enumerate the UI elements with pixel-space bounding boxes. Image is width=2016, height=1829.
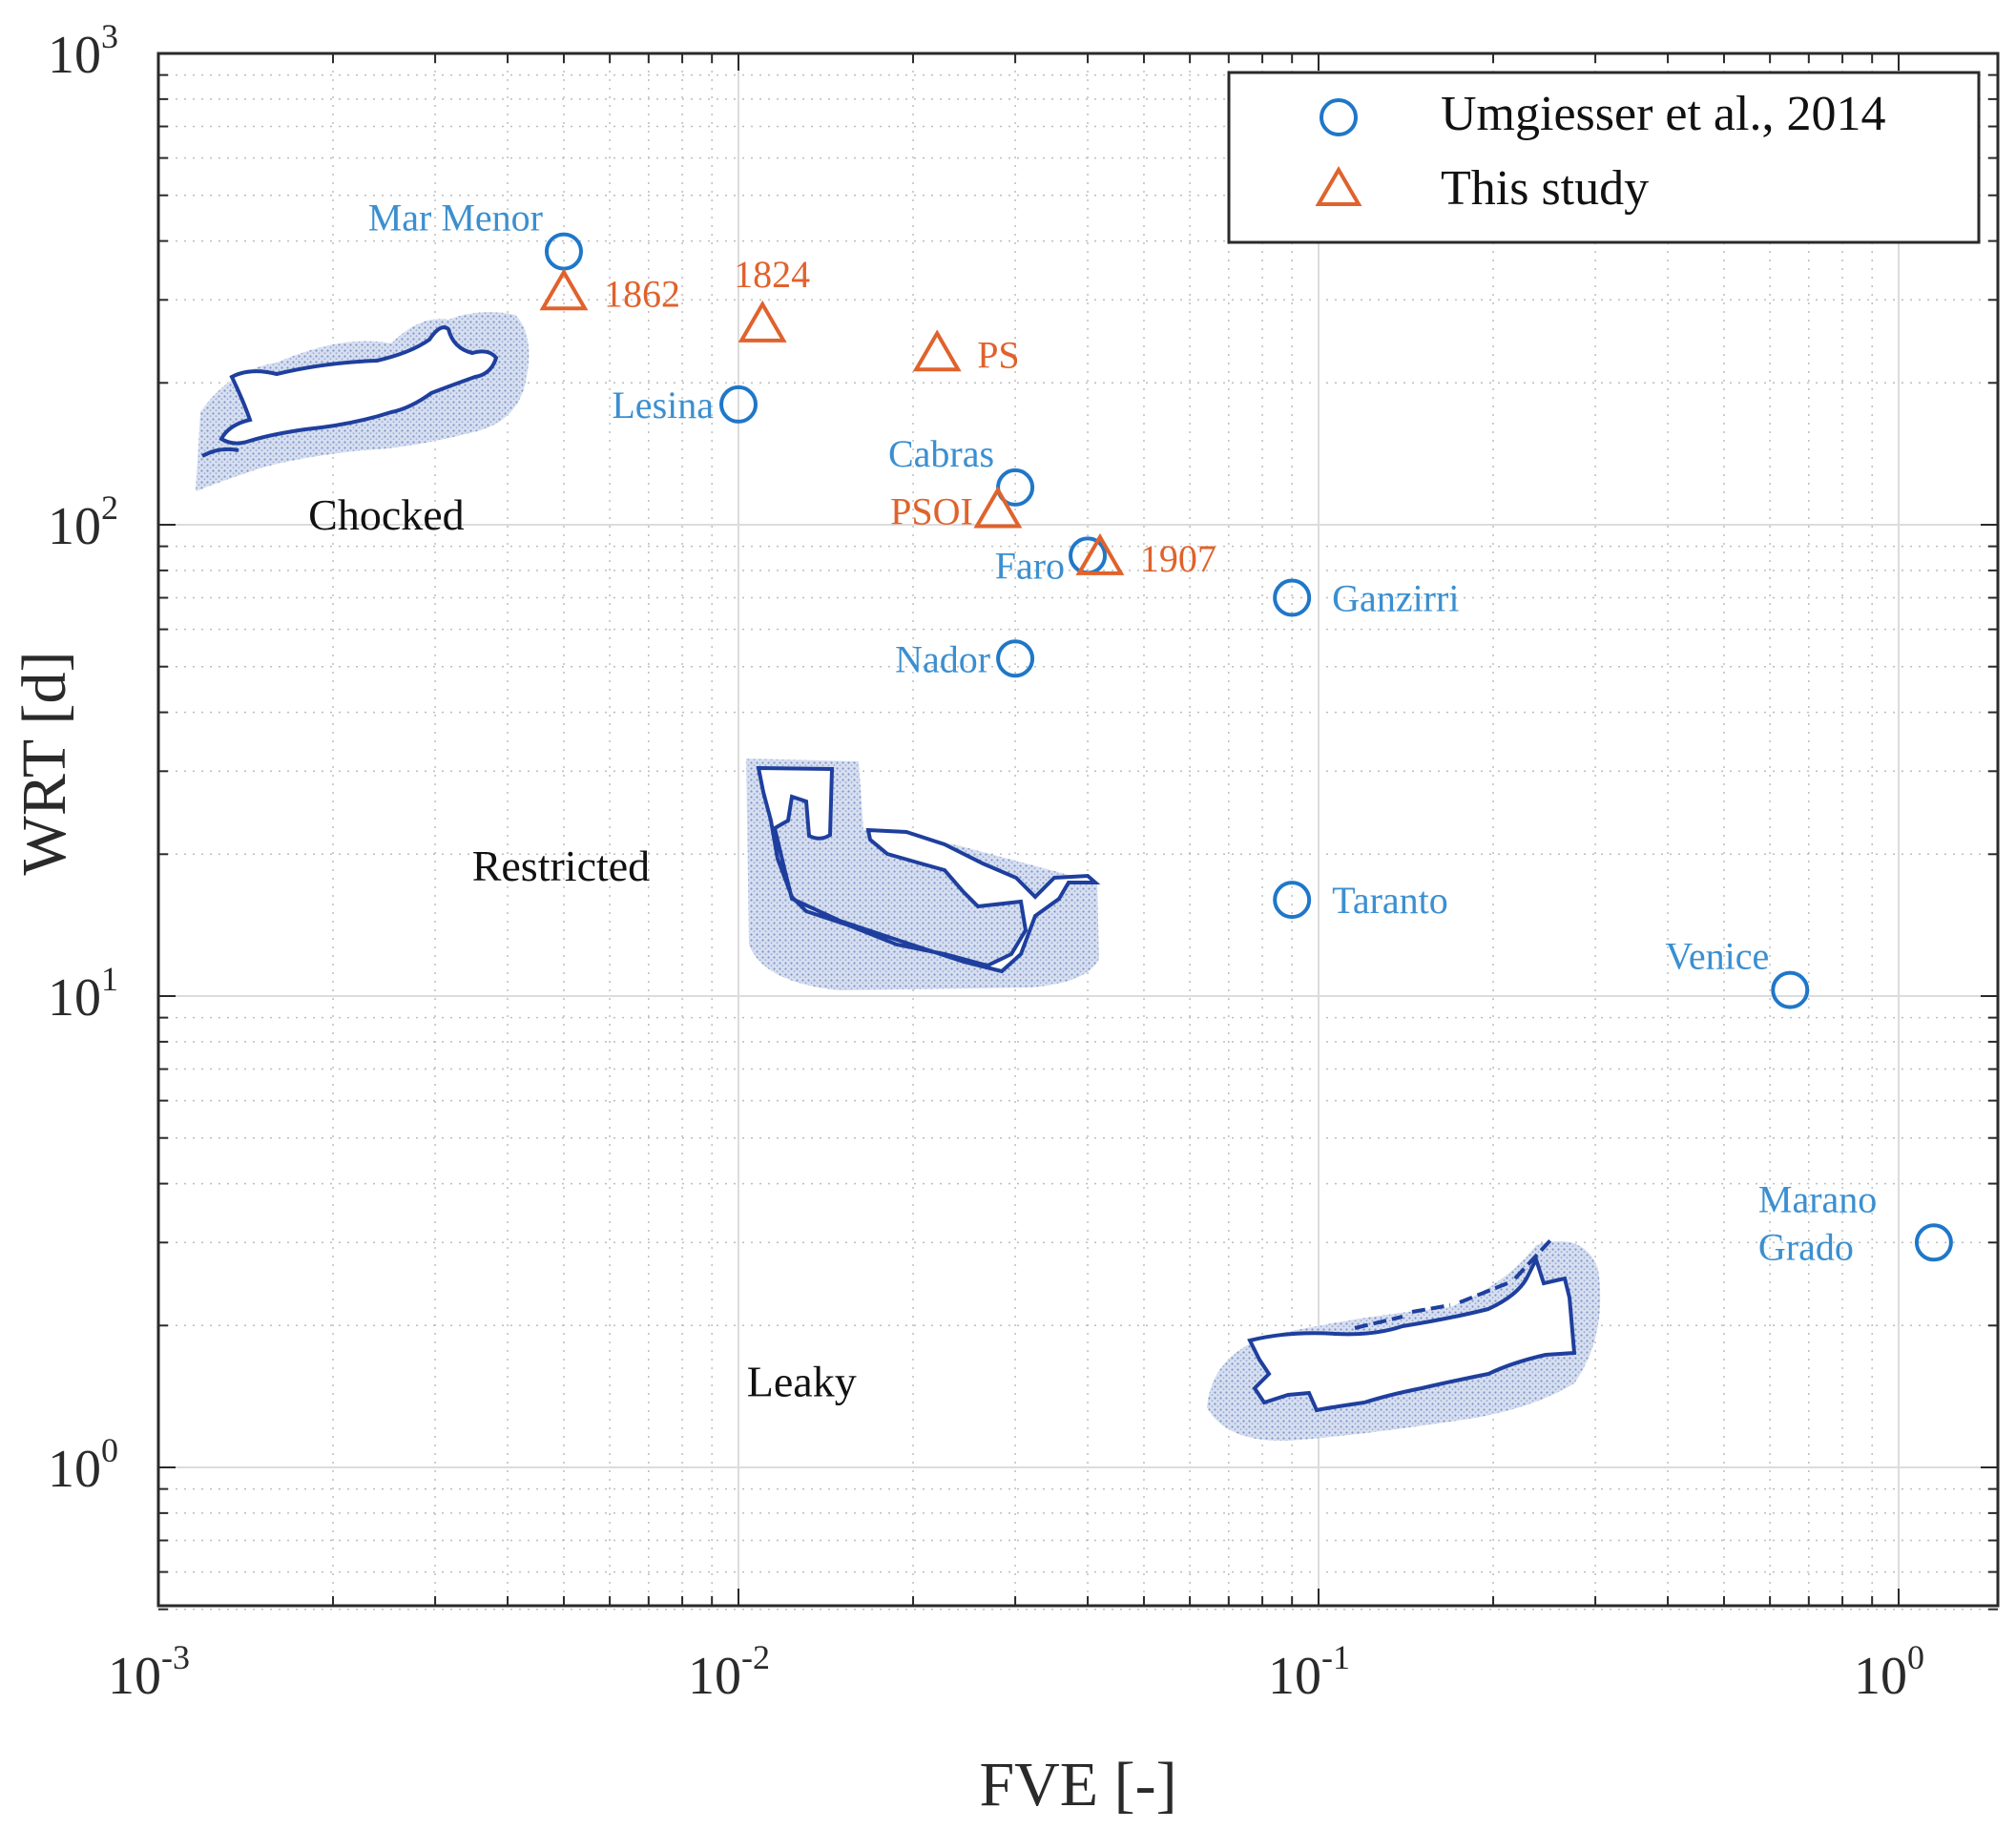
region-label-choked: Chocked bbox=[308, 490, 465, 539]
region-label-restricted: Restricted bbox=[472, 842, 651, 890]
point-label-nador: Nador bbox=[895, 637, 990, 680]
point-label-psoi: PSOI bbox=[890, 489, 973, 532]
minor-grid bbox=[158, 53, 1998, 1611]
legend-label-this-study: This study bbox=[1441, 161, 1649, 216]
leaky-lagoon-illustration bbox=[1207, 1238, 1601, 1442]
point-label-ganzirri: Ganzirri bbox=[1332, 577, 1459, 620]
point-taranto bbox=[1273, 881, 1312, 920]
plot-frame bbox=[156, 52, 2000, 1608]
point-nador bbox=[996, 639, 1035, 678]
restricted-lagoon-illustration bbox=[746, 759, 1101, 990]
y-tick-labels: 100 101 102 103 bbox=[48, 17, 118, 1499]
x-tick-label: 100 bbox=[1854, 1638, 1924, 1706]
point-ps bbox=[912, 329, 962, 372]
point-label-lesina: Lesina bbox=[612, 384, 714, 426]
x-tick-labels: 10-3 10-2 10-1 100 bbox=[108, 1638, 1924, 1706]
legend-label-umgiesser: Umgiesser et al., 2014 bbox=[1441, 87, 1885, 141]
data-markers bbox=[539, 232, 1953, 1262]
legend-triangle-marker bbox=[1315, 166, 1362, 206]
axis-ticks bbox=[157, 52, 1998, 1611]
y-tick-label: 101 bbox=[48, 960, 118, 1028]
choked-lagoon-illustration bbox=[196, 311, 530, 491]
x-tick-label: 10-3 bbox=[108, 1638, 190, 1706]
legend: Umgiesser et al., 2014 This study bbox=[1227, 71, 1981, 244]
point-venice bbox=[1771, 970, 1810, 1009]
point-1907 bbox=[1075, 532, 1125, 575]
region-labels: Chocked Restricted Leaky bbox=[308, 490, 857, 1405]
point-psoi bbox=[973, 486, 1023, 529]
point-label-1824: 1824 bbox=[734, 253, 810, 296]
point-label-venice: Venice bbox=[1665, 935, 1769, 978]
x-tick-label: 10-2 bbox=[688, 1638, 770, 1706]
point-label-marano-grado-line: Marano bbox=[1758, 1177, 1877, 1220]
y-tick-label: 103 bbox=[48, 17, 118, 85]
point-label-taranto: Taranto bbox=[1332, 879, 1448, 922]
point-label-ps: PS bbox=[977, 333, 1020, 376]
legend-circle-marker bbox=[1320, 98, 1358, 136]
point-1862 bbox=[539, 268, 589, 311]
region-label-leaky: Leaky bbox=[747, 1357, 857, 1405]
data-point-labels: Mar Menor Lesina Cabras Faro Ganzirri Nador Ta… bbox=[368, 197, 1878, 1269]
y-tick-label: 100 bbox=[48, 1431, 118, 1499]
point-label-faro: Faro bbox=[995, 544, 1065, 587]
legend-box bbox=[1227, 71, 1981, 244]
x-tick-label: 10-1 bbox=[1268, 1638, 1350, 1706]
point-label-marano-grado-line: Grado bbox=[1758, 1225, 1854, 1268]
point-1824 bbox=[738, 300, 787, 343]
y-tick-label: 102 bbox=[48, 488, 118, 556]
plot-area bbox=[158, 53, 1998, 1606]
y-axis-title: WRT [d] bbox=[10, 652, 79, 876]
point-lesina bbox=[719, 385, 758, 424]
point-marano-grado bbox=[1914, 1223, 1953, 1262]
point-ganzirri bbox=[1273, 578, 1312, 617]
point-label-cabras: Cabras bbox=[888, 432, 994, 475]
point-label-1862: 1862 bbox=[604, 272, 680, 315]
lagoon-illustrations bbox=[196, 311, 1601, 1442]
point-label-mar-menor: Mar Menor bbox=[368, 197, 543, 239]
point-label-1907: 1907 bbox=[1140, 537, 1216, 580]
x-axis-title: FVE [-] bbox=[979, 1750, 1176, 1819]
